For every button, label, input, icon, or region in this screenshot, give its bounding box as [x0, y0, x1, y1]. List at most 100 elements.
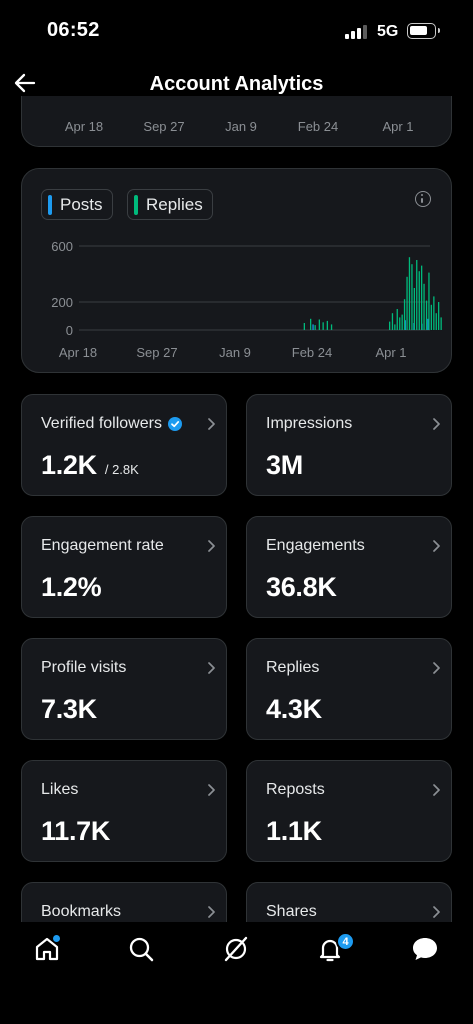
- activity-chart: 0 200 600 Apr 18 Sep 27 Jan 9 Feb 24 Apr 1: [51, 239, 442, 360]
- y-tick-label: 200: [51, 295, 73, 310]
- metric-value-row: 36.8K: [266, 572, 337, 603]
- metric-value: 1.2K: [41, 450, 97, 480]
- bar-replies: [416, 260, 418, 330]
- back-arrow-icon[interactable]: [10, 68, 40, 98]
- bar-replies: [406, 276, 408, 330]
- metric-value-row: 7.3K: [41, 694, 97, 725]
- metric-label: Engagement rate: [41, 537, 164, 555]
- legend-replies[interactable]: Replies: [127, 189, 213, 220]
- bar-replies: [438, 302, 440, 330]
- metric-label-text: Profile visits: [41, 659, 127, 676]
- battery-icon: [407, 23, 440, 39]
- status-bar: 06:52 5G: [0, 0, 473, 60]
- home-icon[interactable]: [30, 932, 64, 966]
- range-tick: Sep 27: [143, 119, 185, 134]
- bar-replies: [418, 271, 420, 330]
- metric-subvalue: / 2.8K: [104, 462, 139, 477]
- metric-label: Verified followers: [41, 415, 182, 433]
- info-icon[interactable]: [415, 191, 431, 207]
- bar-replies: [440, 317, 442, 330]
- bar-replies: [310, 318, 312, 330]
- chevron-right-icon: [208, 906, 215, 918]
- chevron-right-icon: [208, 418, 215, 430]
- notifications-icon[interactable]: [313, 932, 347, 966]
- status-time: 06:52: [47, 19, 100, 41]
- metric-card-replies[interactable]: Replies 4.3K: [246, 638, 452, 740]
- bar-replies: [411, 264, 413, 330]
- metric-value-row: 1.2%: [41, 572, 102, 603]
- notifications-badge: 4: [336, 932, 355, 951]
- metric-label: Profile visits: [41, 659, 126, 677]
- metric-card-reposts[interactable]: Reposts 1.1K: [246, 760, 452, 862]
- bar-replies: [408, 257, 411, 330]
- bar-replies: [401, 314, 403, 330]
- metric-label-text: Shares: [266, 903, 317, 920]
- bar-replies: [314, 325, 316, 330]
- metric-card-impressions[interactable]: Impressions 3M: [246, 394, 452, 496]
- metric-card-engagements[interactable]: Engagements 36.8K: [246, 516, 452, 618]
- x-tick-label: Feb 24: [292, 345, 332, 360]
- metric-value-row: 4.3K: [266, 694, 322, 725]
- bar-replies: [403, 299, 406, 330]
- bar-replies: [399, 317, 401, 330]
- metric-label-text: Replies: [266, 659, 320, 676]
- metric-card-profile-visits[interactable]: Profile visits 7.3K: [21, 638, 227, 740]
- legend-swatch: [48, 194, 52, 215]
- bottom-tab-bar: [0, 922, 473, 982]
- metric-label-text: Verified followers: [41, 415, 162, 432]
- metric-label-text: Reposts: [266, 781, 325, 798]
- metric-label: Engagements: [266, 537, 365, 555]
- bar-replies: [425, 300, 428, 330]
- bar-posts: [427, 318, 429, 330]
- bar-posts: [312, 324, 314, 330]
- metric-label-text: Likes: [41, 781, 79, 798]
- chevron-right-icon: [208, 662, 215, 674]
- verified-badge-icon: [167, 417, 182, 431]
- chevron-right-icon: [433, 906, 440, 918]
- bar-replies: [433, 296, 435, 330]
- metric-label: Bookmarks: [41, 903, 121, 921]
- x-tick-label: Apr 1: [375, 345, 406, 360]
- bar-replies: [394, 324, 396, 330]
- metric-value: 1.1K: [266, 816, 322, 846]
- bar-replies: [421, 265, 423, 330]
- legend-posts[interactable]: Posts: [41, 189, 113, 220]
- metric-label-text: Engagements: [266, 537, 365, 554]
- bar-posts: [404, 320, 406, 330]
- chevron-right-icon: [208, 540, 215, 552]
- x-tick-label: Jan 9: [219, 345, 251, 360]
- grok-icon[interactable]: [219, 932, 253, 966]
- bar-replies: [391, 313, 394, 330]
- metric-value-row: 1.2K / 2.8K: [41, 450, 139, 481]
- range-selector-card[interactable]: Apr 18 Sep 27 Jan 9 Feb 24 Apr 1: [21, 96, 452, 147]
- signal-icon: [345, 25, 369, 39]
- chevron-right-icon: [433, 540, 440, 552]
- y-tick-label: 600: [51, 239, 73, 254]
- metric-label: Replies: [266, 659, 319, 677]
- chevron-right-icon: [433, 418, 440, 430]
- x-tick-label: Sep 27: [136, 345, 177, 360]
- home-unread-dot: [53, 935, 60, 942]
- header: Account Analytics: [0, 60, 473, 110]
- bar-replies: [303, 323, 305, 330]
- metric-label-text: Impressions: [266, 415, 353, 432]
- legend-label: Posts: [60, 194, 103, 214]
- search-icon[interactable]: [124, 932, 158, 966]
- metric-card-verified-followers[interactable]: Verified followers 1.2K / 2.8K: [21, 394, 227, 496]
- metric-card-likes[interactable]: Likes 11.7K: [21, 760, 227, 862]
- bar-replies: [423, 283, 425, 330]
- chevron-right-icon: [433, 662, 440, 674]
- metric-card-engagement-rate[interactable]: Engagement rate 1.2%: [21, 516, 227, 618]
- page-title: Account Analytics: [149, 73, 324, 95]
- range-ticks: Apr 18 Sep 27 Jan 9 Feb 24 Apr 1: [22, 119, 451, 137]
- messages-icon[interactable]: [408, 932, 442, 966]
- metric-value: 1.2%: [41, 572, 102, 602]
- bar-replies: [326, 320, 328, 330]
- metric-value-row: 3M: [266, 450, 303, 481]
- network-label: 5G: [377, 23, 399, 40]
- metric-value: 3M: [266, 450, 303, 480]
- metric-label: Impressions: [266, 415, 352, 433]
- chart-card: 0 200 600 Apr 18 Sep 27 Jan 9 Feb 24 Apr 1 Post…: [21, 168, 452, 373]
- range-tick: Apr 1: [382, 119, 414, 134]
- bar-replies: [330, 324, 333, 330]
